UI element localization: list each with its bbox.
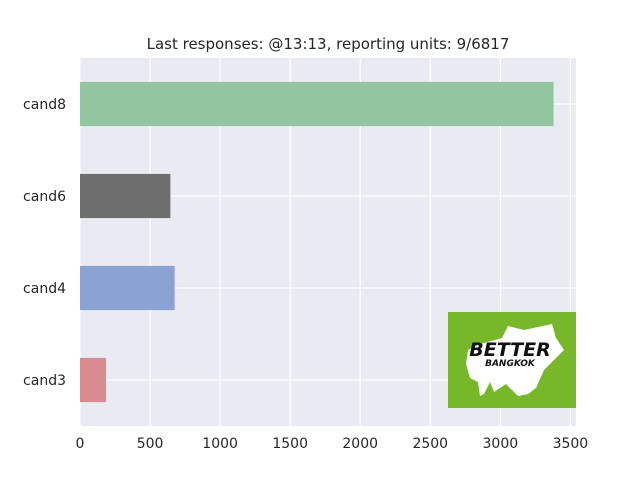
- chart-title: Last responses: @13:13, reporting units:…: [147, 35, 510, 53]
- logo-map-shape: [466, 324, 564, 396]
- y-tick-label-cand3: cand3: [23, 373, 66, 389]
- logo-line2: BANGKOK: [485, 359, 536, 369]
- y-tick-label-cand4: cand4: [23, 281, 66, 297]
- x-tick-label: 0: [76, 436, 85, 452]
- y-tick-label-cand8: cand8: [23, 97, 66, 113]
- x-tick-label: 2000: [342, 436, 378, 452]
- logo-line1: BETTER: [469, 339, 550, 361]
- bar-series: [80, 81, 554, 403]
- x-axis-tick-labels: 0 500 1000 1500 2000 2500 3000 3500: [76, 436, 589, 452]
- bar-cand4: [80, 265, 175, 311]
- y-axis-tick-labels: cand3 cand4 cand6 cand8: [23, 97, 66, 389]
- y-tick-label-cand6: cand6: [23, 189, 66, 205]
- better-bangkok-logo: BETTER BANGKOK: [448, 312, 576, 408]
- x-tick-label: 1000: [202, 436, 238, 452]
- x-tick-label: 500: [137, 436, 164, 452]
- bar-cand6: [80, 173, 171, 219]
- x-tick-label: 3000: [483, 436, 519, 452]
- bar-cand3: [80, 357, 106, 403]
- bar-cand8: [80, 81, 554, 127]
- x-tick-label: 2500: [412, 436, 448, 452]
- x-tick-label: 3500: [553, 436, 589, 452]
- x-tick-label: 1500: [272, 436, 308, 452]
